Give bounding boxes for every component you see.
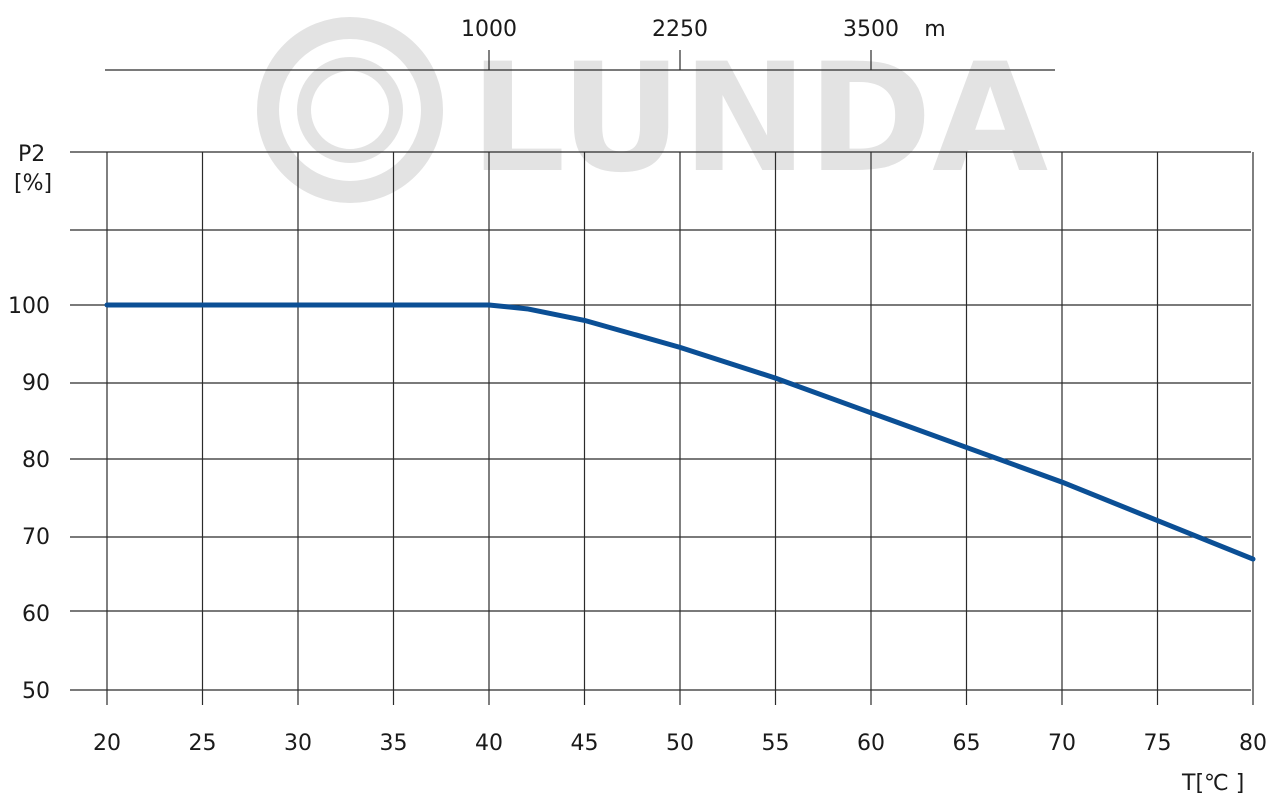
x-axis-title: T[℃ ]	[1181, 771, 1244, 796]
x-tick-label: 20	[93, 731, 121, 756]
y-tick-label: 50	[22, 679, 50, 704]
x-tick-label: 45	[571, 731, 599, 756]
altitude-tick-label: 3500	[843, 17, 899, 42]
chart-grid	[70, 151, 1254, 705]
altitude-unit-label: m	[924, 17, 945, 42]
x-tick-label: 40	[475, 731, 503, 756]
y-axis-title: P2	[18, 142, 45, 167]
y-tick-label: 90	[22, 371, 50, 396]
altitude-tick-label: 2250	[652, 17, 708, 42]
x-tick-label: 75	[1144, 731, 1172, 756]
power-derating-line	[104, 302, 1256, 562]
series-layer	[104, 302, 1256, 562]
y-tick-label: 70	[22, 525, 50, 550]
y-tick-label: 60	[22, 602, 50, 627]
x-tick-label: 80	[1239, 731, 1267, 756]
altitude-axis: 1000 2250 3500 m	[105, 17, 1055, 71]
y-tick-label: 80	[22, 448, 50, 473]
x-tick-label: 30	[284, 731, 312, 756]
x-tick-label: 70	[1048, 731, 1076, 756]
x-tick-label: 60	[857, 731, 885, 756]
x-tick-label: 35	[380, 731, 408, 756]
watermark-text: LUNDA	[470, 32, 1048, 206]
x-tick-label: 65	[953, 731, 981, 756]
y-tick-label: 100	[8, 294, 50, 319]
x-tick-label: 55	[762, 731, 790, 756]
tick-labels: 20 25 30 35 40 45 50 55 60 65 70 75 80 50 60 70 80 90 100	[8, 294, 1267, 756]
x-tick-label: 50	[666, 731, 694, 756]
altitude-tick-label: 1000	[461, 17, 517, 42]
lunda-logo-watermark: LUNDA	[257, 17, 1048, 206]
x-tick-label: 25	[189, 731, 217, 756]
y-axis-unit: [%]	[14, 171, 52, 196]
